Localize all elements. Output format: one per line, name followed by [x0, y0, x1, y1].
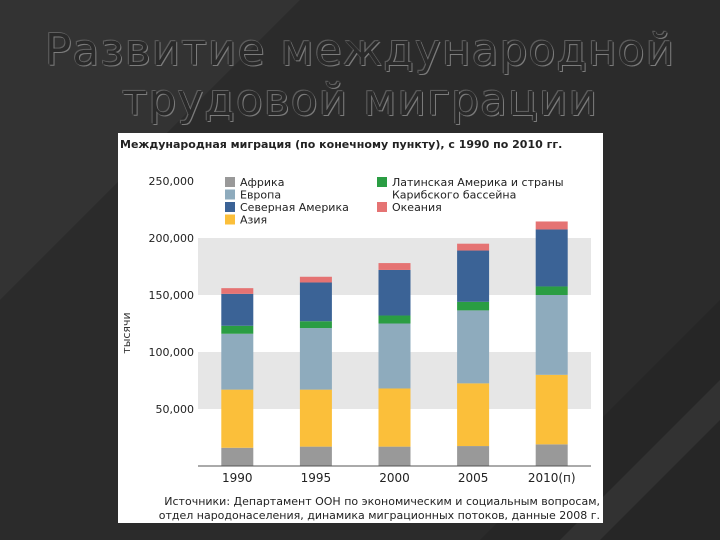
- legend-swatch: [225, 214, 235, 225]
- bar-segment: [378, 388, 411, 447]
- bar-segment: [221, 325, 254, 334]
- legend-swatch: [225, 189, 235, 200]
- bar-segment: [221, 293, 254, 326]
- bar-segment: [299, 321, 332, 329]
- slide-title-line-1: Развитие международной: [44, 25, 676, 76]
- x-axis-ticks: 1990 1995 2000 2005 2010(п): [222, 471, 576, 485]
- bar-segment: [378, 263, 411, 270]
- bar-segment: [378, 446, 411, 466]
- legend-label-continued: Карибского бассейна: [392, 189, 516, 202]
- legend-label: Африка: [240, 176, 284, 189]
- bar-segment: [535, 444, 568, 466]
- bar-segment: [299, 276, 332, 283]
- bar-segment: [457, 383, 490, 447]
- legend-label: Европа: [240, 189, 281, 202]
- bar-segment: [457, 301, 490, 311]
- legend-swatch: [225, 202, 235, 212]
- bar-segment: [299, 282, 332, 322]
- y-axis-label: тысячи: [120, 312, 133, 353]
- y-tick-label: 250,000: [149, 175, 195, 188]
- legend-label: Латинская Америка и страны: [392, 176, 564, 189]
- bar-segment: [221, 333, 254, 390]
- slide-title: Развитие международной трудовой миграции: [0, 26, 720, 126]
- bar-segment: [535, 286, 568, 295]
- legend-label: Океания: [392, 201, 442, 214]
- bar-segment: [221, 389, 254, 448]
- x-tick-label: 1990: [222, 471, 253, 485]
- chart-panel: Международная миграция (по конечному пун…: [118, 133, 603, 523]
- source-line-2: отдел народонаселения, динамика миграцио…: [159, 509, 600, 522]
- y-tick-label: 50,000: [156, 403, 195, 416]
- bar-segment: [535, 374, 568, 445]
- legend-swatch: [377, 202, 387, 212]
- y-tick-label: 100,000: [149, 346, 195, 359]
- bar-segment: [535, 229, 568, 287]
- bar-segment: [221, 288, 254, 294]
- bar-segment: [457, 243, 490, 251]
- slide-title-line-2: трудовой миграции: [121, 75, 599, 126]
- legend-label: Северная Америка: [240, 201, 349, 214]
- bar-segment: [299, 328, 332, 390]
- bar-segment: [378, 269, 411, 316]
- bar-segment: [378, 323, 411, 389]
- chart-title: Международная миграция (по конечному пун…: [120, 138, 562, 151]
- x-tick-label: 2000: [379, 471, 410, 485]
- bar-segment: [221, 447, 254, 466]
- bar-segment: [457, 310, 490, 384]
- bar-segment: [378, 315, 411, 324]
- source-line-1: Источники: Департамент ООН по экономичес…: [164, 495, 600, 508]
- legend-swatch: [377, 177, 387, 187]
- y-axis-ticks: 50,000 100,000 150,000 200,000 250,000: [149, 175, 195, 416]
- y-tick-label: 150,000: [149, 289, 195, 302]
- x-tick-label: 1995: [301, 471, 332, 485]
- legend-label: Азия: [240, 214, 267, 227]
- bar-segment: [457, 446, 490, 466]
- legend-swatch: [225, 177, 235, 187]
- bars-group: [221, 221, 568, 466]
- x-tick-label: 2010(п): [528, 471, 576, 485]
- bar-segment: [457, 250, 490, 302]
- y-tick-label: 200,000: [149, 232, 195, 245]
- bar-segment: [535, 295, 568, 375]
- bar-segment: [299, 446, 332, 466]
- stacked-bar-chart: Международная миграция (по конечному пун…: [120, 138, 600, 522]
- bar-segment: [299, 389, 332, 447]
- x-tick-label: 2005: [458, 471, 489, 485]
- bar-segment: [535, 221, 568, 230]
